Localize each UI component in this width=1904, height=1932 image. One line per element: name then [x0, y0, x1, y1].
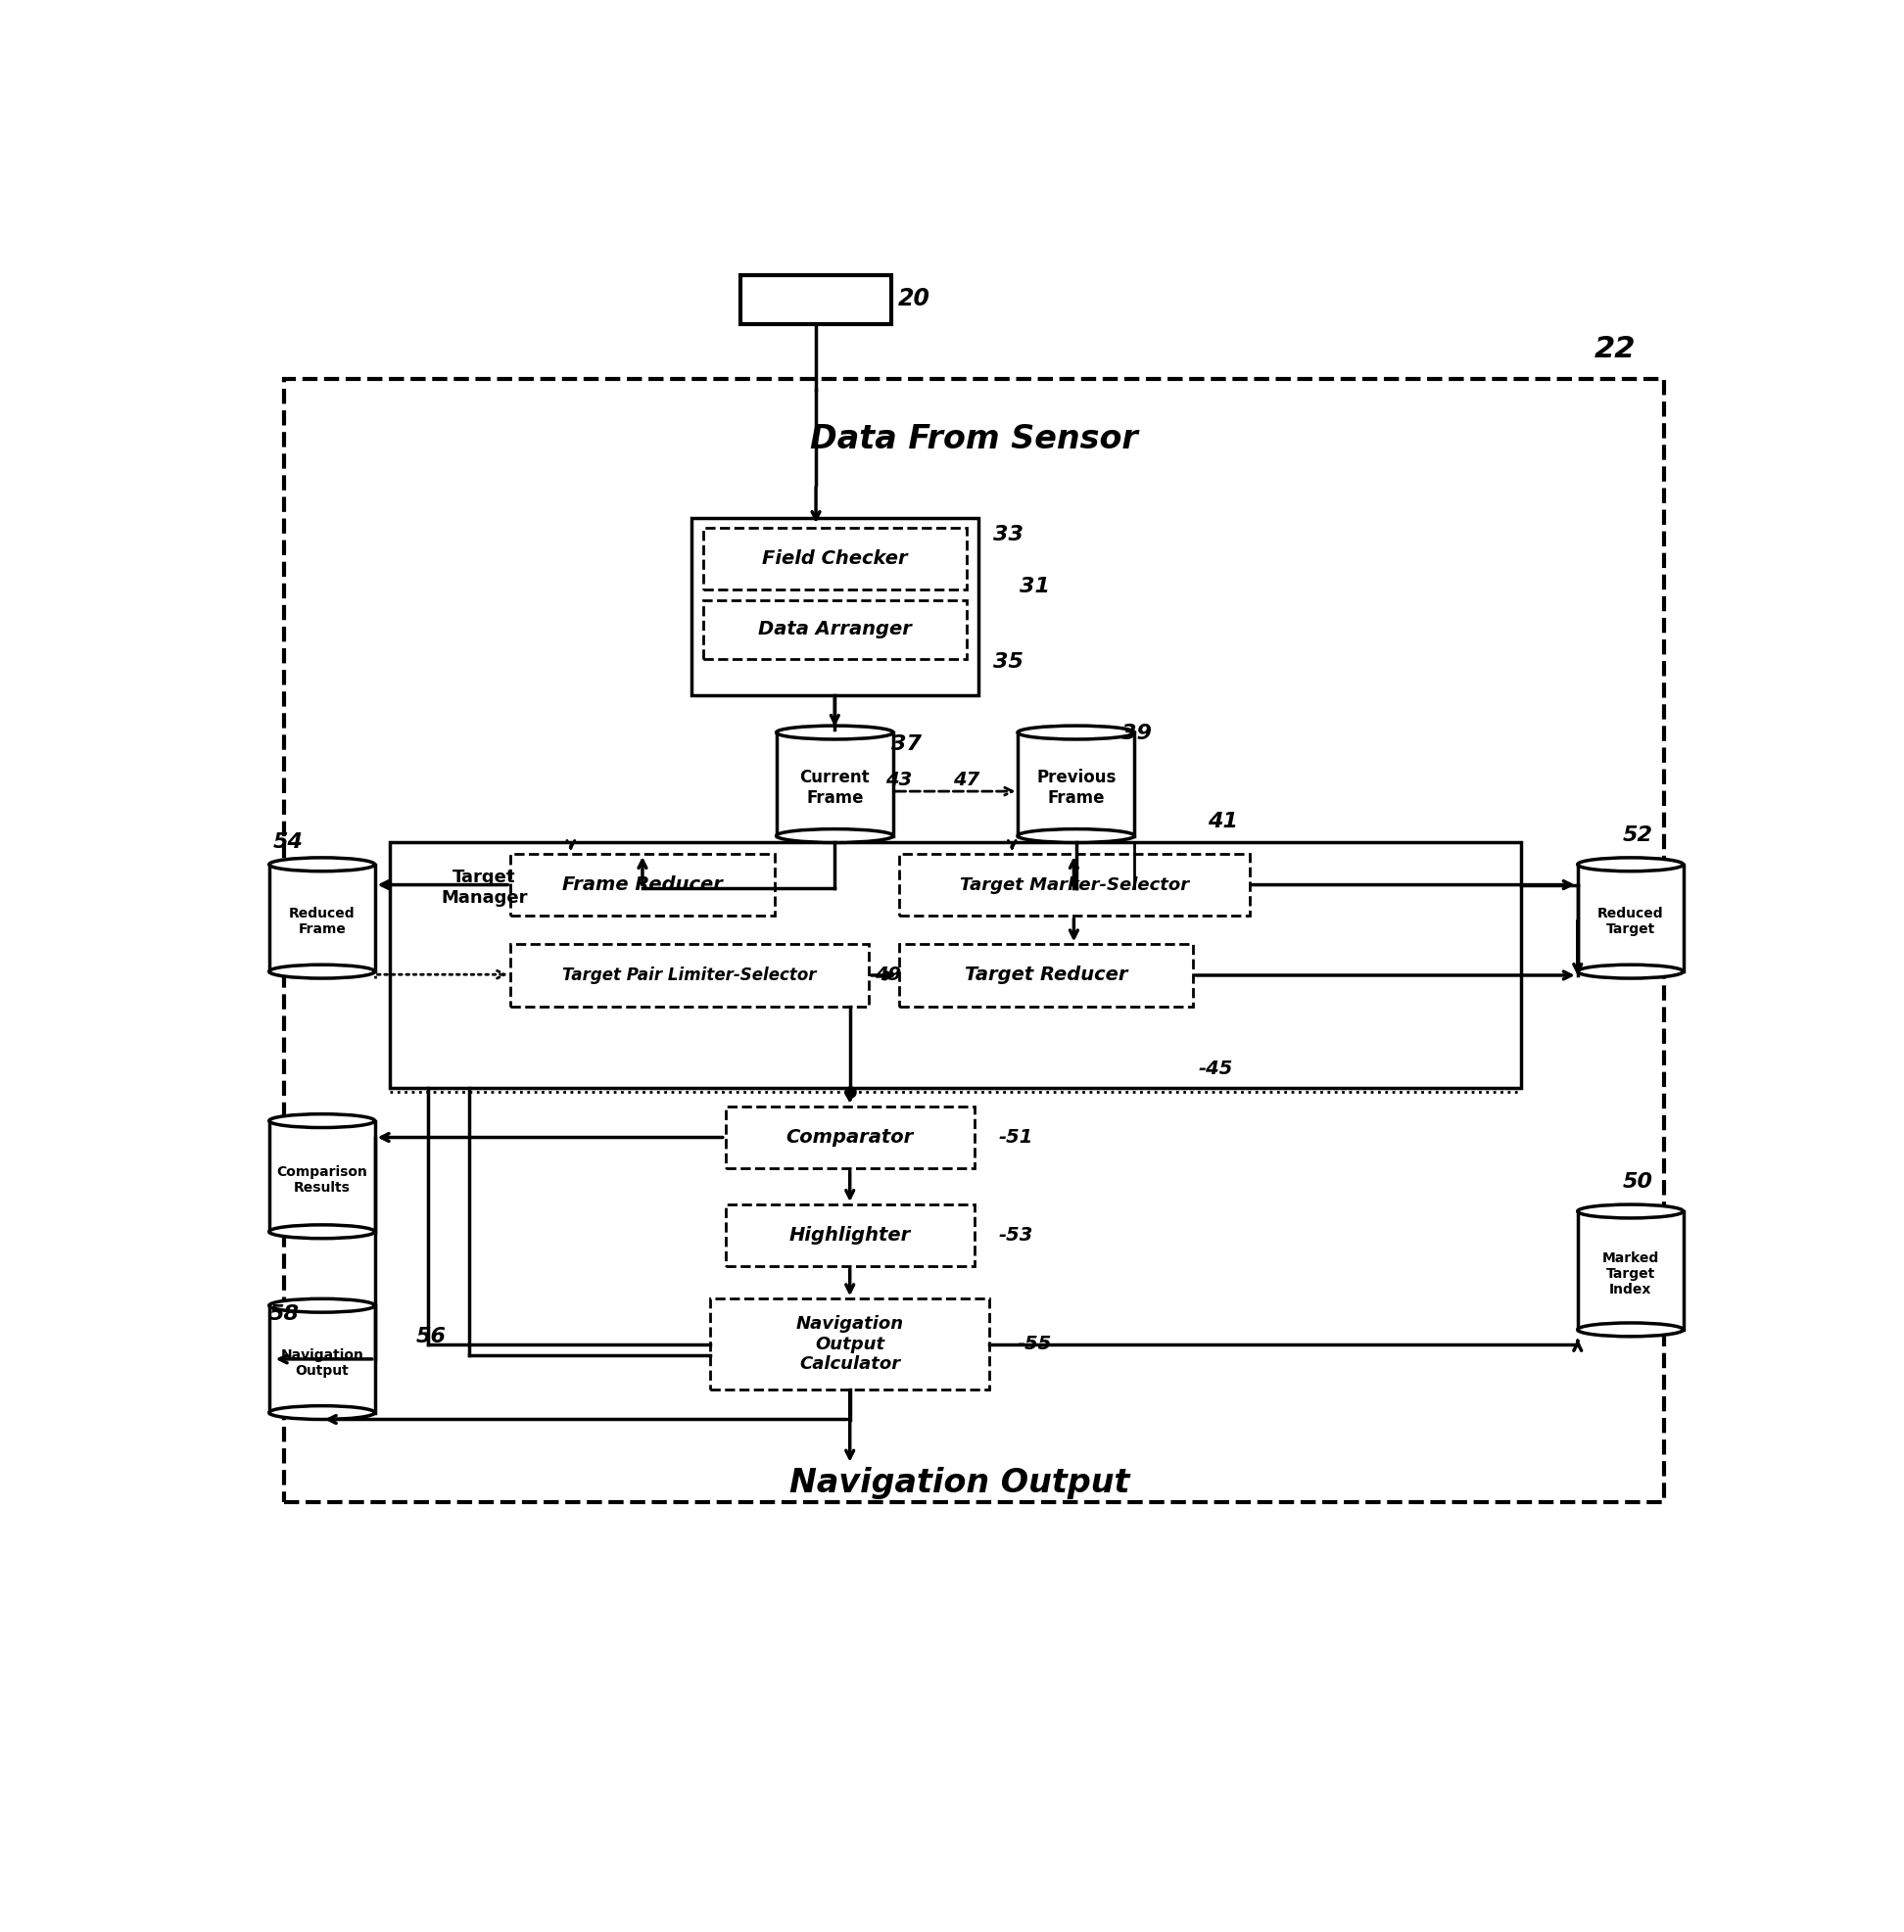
Text: Highlighter: Highlighter	[788, 1227, 910, 1244]
Text: 56: 56	[417, 1327, 446, 1347]
Text: 52: 52	[1622, 825, 1653, 844]
Ellipse shape	[1578, 858, 1683, 871]
Text: Frame Reducer: Frame Reducer	[562, 875, 724, 895]
Bar	[741, 276, 891, 325]
Ellipse shape	[1578, 1323, 1683, 1337]
Text: Navigation
Output: Navigation Output	[280, 1349, 364, 1378]
Ellipse shape	[268, 1115, 375, 1128]
Ellipse shape	[268, 964, 375, 978]
Ellipse shape	[777, 829, 893, 842]
Bar	[691, 518, 979, 696]
Ellipse shape	[268, 1406, 375, 1420]
Text: -55: -55	[1017, 1335, 1051, 1352]
Text: 31: 31	[1019, 576, 1049, 595]
Bar	[284, 379, 1664, 1503]
Text: Target Reducer: Target Reducer	[965, 966, 1127, 985]
Text: 35: 35	[994, 653, 1024, 672]
Ellipse shape	[1578, 964, 1683, 978]
Bar	[510, 945, 868, 1007]
Text: 41: 41	[1207, 811, 1238, 831]
Bar	[1578, 1211, 1683, 1329]
Bar	[1578, 864, 1683, 972]
Text: Comparator: Comparator	[786, 1128, 914, 1148]
Bar	[899, 945, 1194, 1007]
Text: Previous
Frame: Previous Frame	[1036, 769, 1116, 808]
Text: Comparison
Results: Comparison Results	[276, 1165, 367, 1194]
Text: Target Pair Limiter-Selector: Target Pair Limiter-Selector	[562, 966, 817, 983]
Text: 20: 20	[899, 286, 931, 309]
Ellipse shape	[268, 1298, 375, 1312]
Text: Current
Frame: Current Frame	[800, 769, 870, 808]
Bar	[1017, 732, 1135, 837]
Bar	[777, 732, 893, 837]
Text: 50: 50	[1622, 1173, 1653, 1192]
Bar	[390, 842, 1521, 1088]
Bar	[710, 1298, 990, 1389]
Text: Data From Sensor: Data From Sensor	[811, 423, 1139, 456]
Text: Navigation Output: Navigation Output	[788, 1466, 1129, 1499]
Bar	[899, 854, 1249, 916]
Bar	[268, 1121, 375, 1231]
Text: 43: 43	[885, 771, 912, 790]
Ellipse shape	[1017, 829, 1135, 842]
Ellipse shape	[1017, 726, 1135, 740]
Bar	[510, 854, 775, 916]
Text: -51: -51	[998, 1128, 1034, 1148]
Text: 22: 22	[1594, 334, 1636, 363]
Text: 33: 33	[994, 526, 1024, 545]
Text: 49: 49	[874, 966, 901, 985]
Ellipse shape	[268, 1225, 375, 1238]
Bar	[703, 599, 967, 659]
Text: 54: 54	[272, 833, 303, 852]
Ellipse shape	[1578, 1204, 1683, 1217]
Text: -45: -45	[1198, 1059, 1234, 1078]
Text: Reduced
Target: Reduced Target	[1597, 906, 1664, 937]
Text: Marked
Target
Index: Marked Target Index	[1601, 1252, 1658, 1296]
Text: Data Arranger: Data Arranger	[758, 620, 912, 638]
Ellipse shape	[777, 726, 893, 740]
Text: Target
Manager: Target Manager	[440, 869, 527, 906]
Text: Reduced
Frame: Reduced Frame	[289, 906, 354, 937]
Text: -53: -53	[998, 1227, 1034, 1244]
Text: Field Checker: Field Checker	[762, 549, 908, 568]
Ellipse shape	[268, 858, 375, 871]
Text: Target Marker-Selector: Target Marker-Selector	[960, 875, 1188, 895]
Text: 58: 58	[268, 1304, 299, 1323]
Bar	[703, 527, 967, 589]
Text: 39: 39	[1121, 723, 1152, 744]
Bar	[268, 864, 375, 972]
Text: Navigation
Output
Calculator: Navigation Output Calculator	[796, 1316, 904, 1374]
Bar	[725, 1107, 975, 1169]
Bar	[725, 1204, 975, 1265]
Text: 37: 37	[891, 734, 922, 753]
Text: 47: 47	[954, 771, 981, 790]
Bar	[268, 1306, 375, 1412]
